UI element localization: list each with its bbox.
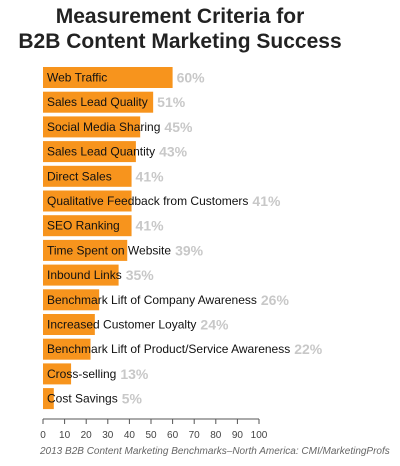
bar <box>43 165 132 187</box>
bar <box>43 314 95 335</box>
x-tick-label: 20 <box>81 430 93 441</box>
bar <box>43 363 72 385</box>
bar <box>43 388 54 410</box>
bar-category-label: Social Media Sharing <box>47 120 160 134</box>
bar <box>43 289 100 311</box>
bar-category-label: Benchmark Lift of Company Awareness <box>47 293 257 307</box>
x-tick-label: 10 <box>59 430 71 441</box>
bar-value-label: 41% <box>136 168 165 184</box>
bar-category-label: Benchmark Lift of Product/Service Awaren… <box>47 342 290 356</box>
bar-category-label: Qualitative Feedback from Customers <box>47 194 248 208</box>
bar-value-label: 24% <box>200 317 229 333</box>
source-note: 2013 B2B Content Marketing Benchmarks–No… <box>40 446 390 457</box>
bar <box>43 338 91 360</box>
bar-value-label: 60% <box>177 70 206 86</box>
x-tick-label: 0 <box>40 430 46 441</box>
chart-title-line-1: Measurement Criteria for <box>55 5 305 28</box>
bar <box>43 141 136 163</box>
bar <box>43 239 128 261</box>
x-tick-label: 90 <box>232 430 244 441</box>
x-tick-label: 100 <box>251 430 268 441</box>
bar-value-label: 51% <box>157 94 186 110</box>
bar-category-label: Increased Customer Loyalty <box>47 318 196 332</box>
bar-value-label: 43% <box>159 144 188 160</box>
bar-category-label: Inbound Links <box>47 268 122 282</box>
bar-value-label: 5% <box>122 391 143 407</box>
bar-value-label: 41% <box>252 193 281 209</box>
x-tick-label: 50 <box>145 430 157 441</box>
bar <box>43 264 119 286</box>
x-tick-label: 60 <box>167 430 179 441</box>
x-tick-label: 40 <box>124 430 136 441</box>
bar-category-label: Time Spent on Website <box>47 243 171 257</box>
chart-title-line-2: B2B Content Marketing Success <box>18 30 342 53</box>
bar-value-label: 41% <box>136 218 165 234</box>
bar-category-label: Sales Lead Quantity <box>47 145 155 159</box>
bar-value-label: 35% <box>126 267 155 283</box>
bar-category-label: Sales Lead Quality <box>47 95 148 109</box>
bar <box>43 190 132 212</box>
bar-value-label: 26% <box>261 292 290 308</box>
bar-category-label: SEO Ranking <box>47 219 120 233</box>
bar-category-label: Cost Savings <box>47 392 118 406</box>
bar <box>43 91 154 113</box>
bar-category-label: Web Traffic <box>47 71 107 85</box>
bar-value-label: 45% <box>164 119 193 135</box>
x-tick-label: 70 <box>189 430 201 441</box>
bar-category-label: Direct Sales <box>47 169 112 183</box>
x-tick-label: 80 <box>210 430 222 441</box>
bar-value-label: 22% <box>294 341 323 357</box>
x-tick-label: 30 <box>102 430 114 441</box>
bar <box>43 67 173 88</box>
bar-value-label: 13% <box>120 366 149 382</box>
bar <box>43 215 132 237</box>
bar <box>43 116 141 138</box>
bar-value-label: 39% <box>175 242 204 258</box>
bar-category-label: Cross-selling <box>47 367 116 381</box>
